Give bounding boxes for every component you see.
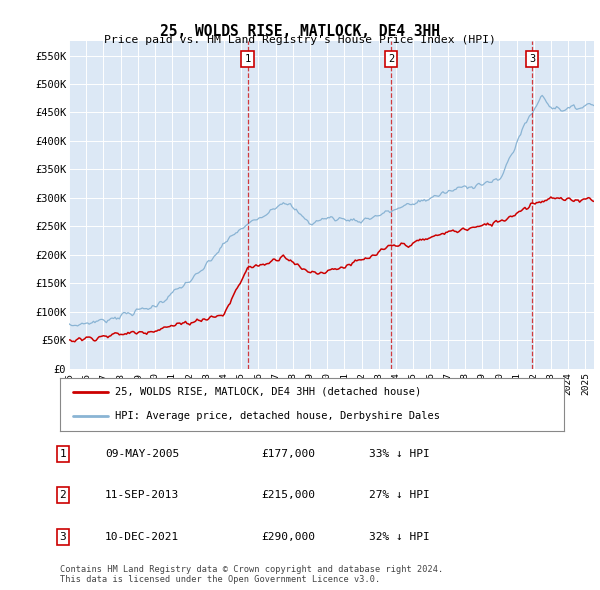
Text: Price paid vs. HM Land Registry's House Price Index (HPI): Price paid vs. HM Land Registry's House …: [104, 35, 496, 45]
Text: 25, WOLDS RISE, MATLOCK, DE4 3HH (detached house): 25, WOLDS RISE, MATLOCK, DE4 3HH (detach…: [115, 387, 422, 397]
Text: 1: 1: [244, 54, 251, 64]
Text: 32% ↓ HPI: 32% ↓ HPI: [369, 532, 430, 542]
Text: 10-DEC-2021: 10-DEC-2021: [105, 532, 179, 542]
Text: 09-MAY-2005: 09-MAY-2005: [105, 449, 179, 459]
Text: 1: 1: [59, 449, 67, 459]
Text: 27% ↓ HPI: 27% ↓ HPI: [369, 490, 430, 500]
Text: 25, WOLDS RISE, MATLOCK, DE4 3HH: 25, WOLDS RISE, MATLOCK, DE4 3HH: [160, 24, 440, 38]
Text: 3: 3: [59, 532, 67, 542]
Text: 2: 2: [388, 54, 394, 64]
Text: 33% ↓ HPI: 33% ↓ HPI: [369, 449, 430, 459]
Text: 11-SEP-2013: 11-SEP-2013: [105, 490, 179, 500]
Text: 3: 3: [529, 54, 536, 64]
Text: Contains HM Land Registry data © Crown copyright and database right 2024.
This d: Contains HM Land Registry data © Crown c…: [60, 565, 443, 584]
Text: HPI: Average price, detached house, Derbyshire Dales: HPI: Average price, detached house, Derb…: [115, 411, 440, 421]
Text: 2: 2: [59, 490, 67, 500]
Text: £215,000: £215,000: [261, 490, 315, 500]
Text: £290,000: £290,000: [261, 532, 315, 542]
Text: £177,000: £177,000: [261, 449, 315, 459]
